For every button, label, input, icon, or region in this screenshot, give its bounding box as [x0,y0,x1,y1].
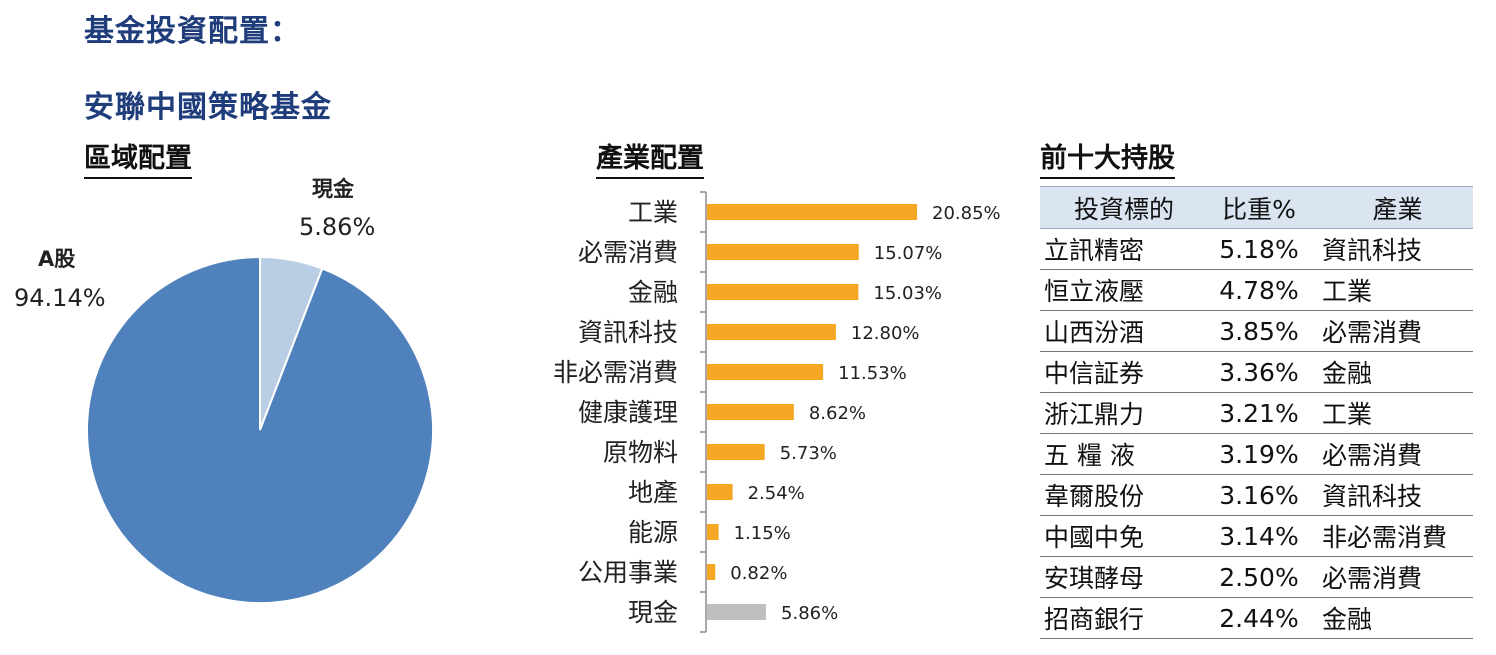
pie-slice-a-shares [86,255,434,604]
table-row: 立訊精密 5.18% 資訊科技 [1040,228,1473,270]
stock-weight: 2.44% [1204,597,1314,639]
stock-sector: 資訊科技 [1314,474,1473,516]
stock-weight: 3.36% [1204,351,1314,393]
table-row: 恒立液壓 4.78% 工業 [1040,269,1473,311]
table-row: 中國中免 3.14% 非必需消費 [1040,515,1473,557]
stock-name: 中國中免 [1040,515,1204,557]
bar-category-label: 資訊科技 [578,318,678,347]
bar-value-label: 8.62% [809,403,866,424]
stock-name: 韋爾股份 [1040,474,1204,516]
bar-6 [707,444,765,460]
bar-category-label: 地產 [628,478,678,507]
bar-value-label: 15.07% [874,243,943,264]
bar-5 [707,404,794,420]
industry-bar-chart: 工業 20.85% 必需消費 15.07% 金融 15.03% 資訊科技 12.80% 非必需消… [553,191,1000,633]
bar-value-label: 5.86% [781,603,838,624]
page-heading: 基金投資配置： [84,14,301,49]
column-header-weight: 比重% [1204,186,1314,229]
bar-9 [707,564,716,580]
bar-7 [707,484,733,500]
stock-name: 恒立液壓 [1040,269,1204,311]
stock-weight: 3.16% [1204,474,1314,516]
region-section-title: 區域配置 [84,136,192,179]
stock-sector: 工業 [1314,392,1473,434]
table-row: 中信証券 3.36% 金融 [1040,351,1473,393]
stock-name: 安琪酵母 [1040,556,1204,598]
bar-value-label: 1.15% [734,523,791,544]
bar-3 [707,324,836,340]
table-row: 韋爾股份 3.16% 資訊科技 [1040,474,1473,516]
stock-weight: 2.50% [1204,556,1314,598]
table-row: 招商銀行 2.44% 金融 [1040,597,1473,639]
industry-section-title: 產業配置 [596,136,704,179]
stock-sector: 工業 [1314,269,1473,311]
bar-value-label: 20.85% [932,203,1000,224]
bar-category-label: 原物料 [603,438,678,467]
stock-sector: 金融 [1314,351,1473,393]
table-row: 山西汾酒 3.85% 必需消費 [1040,310,1473,352]
bar-category-label: 公用事業 [578,558,678,587]
bar-category-label: 現金 [628,598,678,627]
bar-value-label: 0.82% [730,563,787,584]
stock-sector: 金融 [1314,597,1473,639]
bar-1 [707,244,859,260]
stock-sector: 非必需消費 [1314,515,1473,557]
stock-weight: 5.18% [1204,228,1314,270]
bar-category-label: 非必需消費 [553,358,678,387]
fund-name: 安聯中國策略基金 [84,90,332,125]
bar-10 [707,604,767,620]
bar-4 [707,364,824,380]
top-holdings-table: 投資標的 比重% 產業 立訊精密 5.18% 資訊科技 恒立液壓 4.78% 工業 山西… [1040,186,1473,639]
stock-name: 山西汾酒 [1040,310,1204,352]
table-header-row: 投資標的 比重% 產業 [1040,186,1473,229]
bar-8 [707,524,719,540]
stock-name: 浙江鼎力 [1040,392,1204,434]
pie-label-cash: 現金 [312,177,354,201]
pie-label-a-shares: A股 [38,247,76,271]
bar-value-label: 5.73% [780,443,837,464]
stock-name: 立訊精密 [1040,228,1204,270]
stock-weight: 3.19% [1204,433,1314,475]
stock-sector: 必需消費 [1314,433,1473,475]
bar-category-label: 金融 [628,278,678,307]
bar-value-label: 15.03% [873,283,942,304]
column-header-stock: 投資標的 [1040,186,1204,229]
column-header-sector: 產業 [1314,186,1473,229]
stock-weight: 3.14% [1204,515,1314,557]
table-row: 五 糧 液 3.19% 必需消費 [1040,433,1473,475]
region-pie-chart [86,255,434,604]
pie-value-a-shares: 94.14% [14,284,106,312]
stock-sector: 必需消費 [1314,556,1473,598]
stock-sector: 必需消費 [1314,310,1473,352]
pie-value-cash: 5.86% [299,213,376,241]
bar-0 [707,204,917,220]
bar-value-label: 11.53% [838,363,907,384]
bar-value-label: 12.80% [851,323,920,344]
stock-weight: 3.21% [1204,392,1314,434]
stock-weight: 4.78% [1204,269,1314,311]
stock-name: 中信証券 [1040,351,1204,393]
table-row: 安琪酵母 2.50% 必需消費 [1040,556,1473,598]
table-row: 浙江鼎力 3.21% 工業 [1040,392,1473,434]
stock-weight: 3.85% [1204,310,1314,352]
bar-category-label: 工業 [628,198,678,227]
holdings-section-title: 前十大持股 [1040,136,1175,179]
bar-2 [707,284,859,300]
bar-category-label: 必需消費 [578,238,678,267]
stock-name: 招商銀行 [1040,597,1204,639]
bar-value-label: 2.54% [748,483,805,504]
stock-name: 五 糧 液 [1040,433,1204,475]
bar-category-label: 能源 [628,518,678,547]
stock-sector: 資訊科技 [1314,228,1473,270]
bar-category-label: 健康護理 [578,398,678,427]
